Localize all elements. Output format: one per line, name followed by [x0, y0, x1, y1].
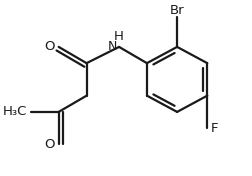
Text: H₃C: H₃C	[3, 105, 27, 118]
Text: Br: Br	[170, 4, 184, 17]
Text: H: H	[114, 30, 124, 43]
Text: N: N	[108, 40, 117, 53]
Text: F: F	[211, 122, 218, 135]
Text: O: O	[45, 138, 55, 151]
Text: O: O	[45, 40, 55, 53]
